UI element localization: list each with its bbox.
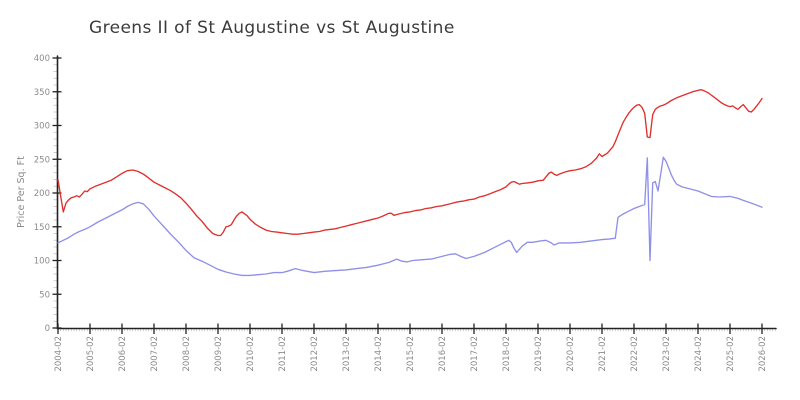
x-tick-label: 2011-02 [278,336,288,372]
y-tick-label: 100 [34,257,50,267]
y-axis-title: Price Per Sq. Ft [16,156,27,228]
y-tick-label: 50 [39,290,50,300]
x-tick-label: 2026-02 [758,336,768,372]
x-tick-label: 2021-02 [598,336,608,372]
x-tick-label: 2004-02 [54,336,64,372]
x-tick-label: 2023-02 [662,336,672,372]
x-tick-label: 2024-02 [694,336,704,372]
y-tick-label: 400 [34,54,50,64]
y-tick-label: 300 [34,122,50,132]
y-tick-label: 200 [34,189,50,199]
x-tick-label: 2006-02 [118,336,128,372]
x-tick-label: 2013-02 [342,336,352,372]
series-line-red [57,89,763,237]
chart-title: Greens II of St Augustine vs St Augustin… [89,18,455,38]
x-tick-label: 2016-02 [438,336,448,372]
axis-line [56,55,777,330]
y-tick-label: 0 [45,324,50,334]
x-tick-label: 2025-02 [726,336,736,372]
x-tick-label: 2010-02 [246,336,256,372]
x-tick-label: 2009-02 [214,336,224,372]
series-line-blue [57,156,763,277]
x-tick-label: 2015-02 [406,336,416,372]
x-tick-label: 2022-02 [630,336,640,372]
x-tick-label: 2014-02 [374,336,384,372]
y-tick-label: 350 [34,88,50,98]
x-tick-label: 2019-02 [534,336,544,372]
x-tick-label: 2007-02 [150,336,160,372]
x-tick-label: 2020-02 [566,336,576,372]
x-tick-label: 2008-02 [182,336,192,372]
x-tick-label: 2012-02 [310,336,320,372]
y-tick-label: 250 [34,155,50,165]
x-tick-label: 2017-02 [470,336,480,372]
y-tick-label: 150 [34,223,50,233]
x-tick-label: 2005-02 [86,336,96,372]
x-tick-label: 2018-02 [502,336,512,372]
